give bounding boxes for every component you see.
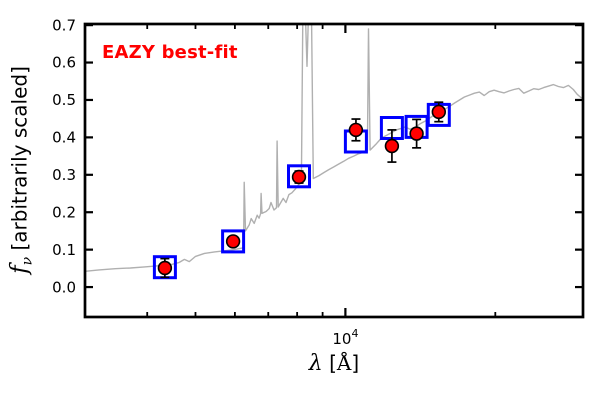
observed-photometry-marker (157, 260, 173, 276)
y-axis-label-text: [arbitrarily scaled] (7, 66, 32, 257)
y-axis-symbol-subscript: ν (19, 256, 36, 266)
y-axis-tick-label: 0.2 (52, 203, 76, 221)
x-axis-label: λ [Å] (309, 351, 359, 376)
observed-photometry-marker (409, 126, 424, 141)
observed-photometry-marker (384, 138, 400, 154)
x-axis-major-tick-label: 104 (332, 327, 358, 348)
y-axis-tick-label: 0.1 (52, 241, 76, 259)
x-axis-symbol: λ (308, 351, 323, 376)
observed-photometry-marker (348, 122, 364, 138)
observed-photometry-marker (291, 169, 307, 185)
observed-photometry-marker (225, 234, 241, 249)
model-photometry-marker (287, 164, 311, 189)
x-axis-label-bracket-close: ] (351, 351, 360, 375)
spectrum-line (85, 24, 583, 272)
model-photometry-marker (221, 229, 246, 254)
best-fit-annotation: EAZY best-fit (102, 42, 238, 63)
y-axis-tick-label: 0.6 (52, 54, 76, 72)
y-axis-label: fν [arbitrarily scaled] (7, 66, 36, 274)
plot-frame (83, 22, 585, 319)
y-axis-tick-label: 0.3 (52, 166, 76, 184)
y-axis-tick-label: 0.4 (52, 129, 76, 147)
x-axis-label-bracket-open: [ (322, 351, 337, 375)
y-axis-tick-label: 0.0 (52, 278, 76, 296)
observed-photometry-marker (431, 104, 446, 120)
angstrom-unit: Å (336, 351, 352, 375)
y-axis-symbol: f (6, 265, 33, 274)
y-axis-tick-label: 0.7 (52, 16, 76, 34)
y-axis-tick-label: 0.5 (52, 91, 76, 109)
